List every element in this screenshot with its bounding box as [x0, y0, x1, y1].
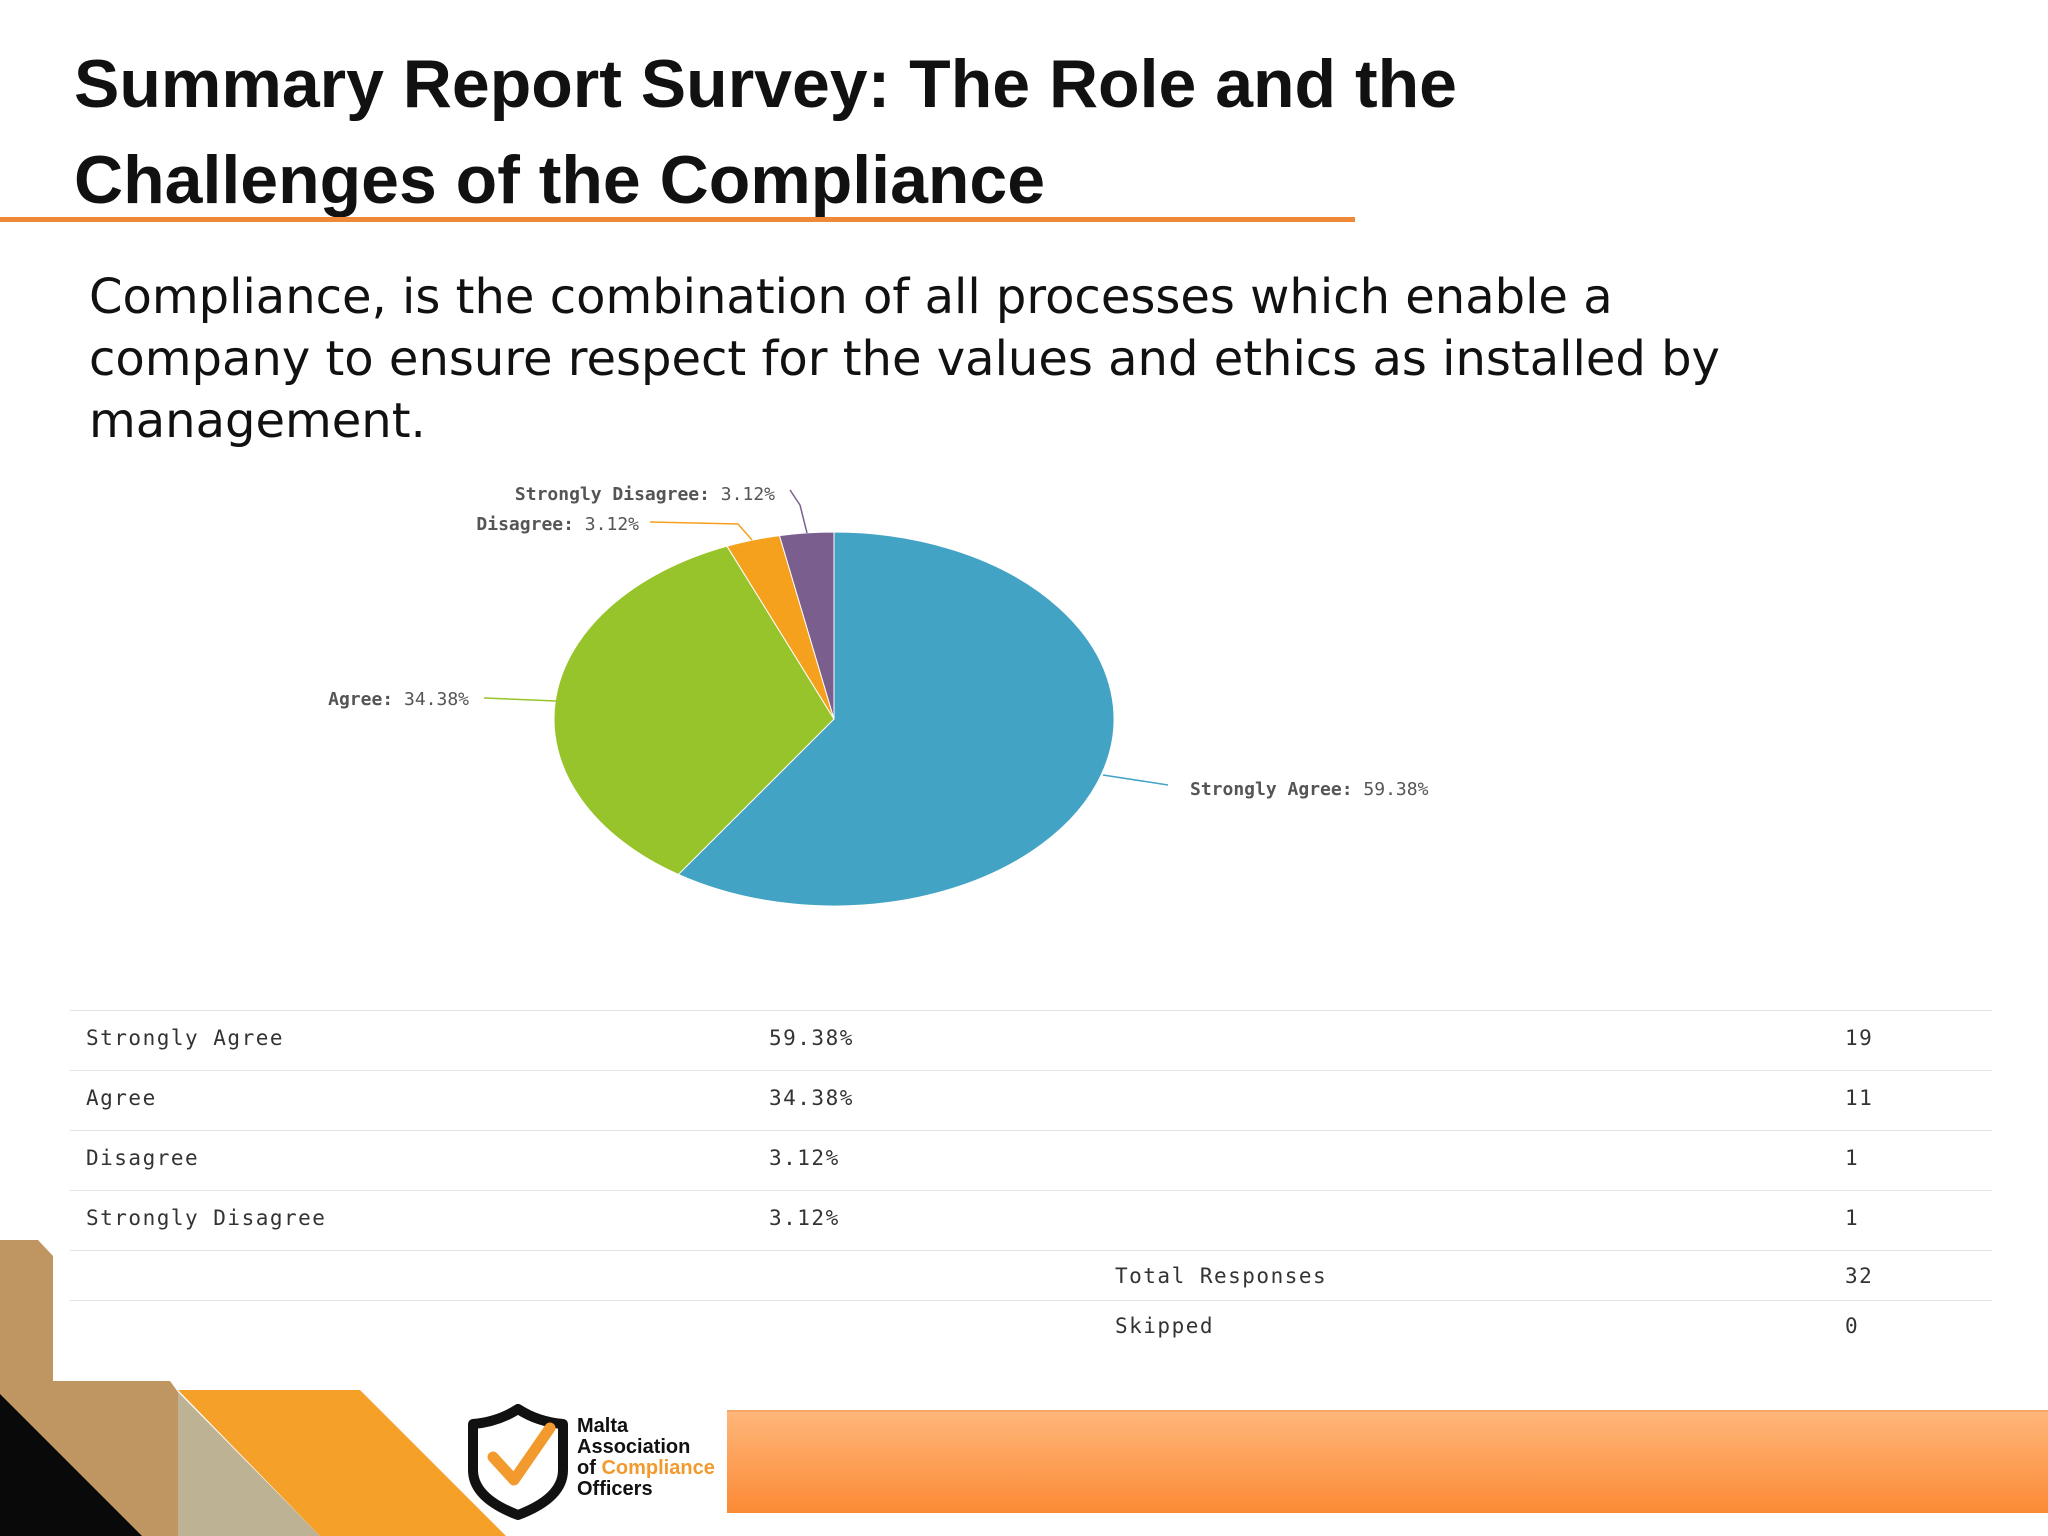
- row-count: 11: [1845, 1086, 1874, 1110]
- pie-data-label: Agree: 34.38%: [328, 689, 469, 710]
- logo-of: of: [577, 1457, 596, 1479]
- pie-slice-strongly-agree: [677, 531, 1115, 907]
- total-responses-value: 32: [1845, 1264, 1874, 1288]
- intro-line-3: management.: [89, 393, 426, 449]
- pie-data-label: Strongly Agree: 59.38%: [1190, 779, 1429, 800]
- row-percent: 34.38%: [769, 1086, 854, 1110]
- skipped-value: 0: [1845, 1314, 1860, 1338]
- logo-line-1: Malta: [577, 1415, 629, 1437]
- row-label: Disagree: [86, 1146, 200, 1170]
- pie-chart: Strongly Agree: 59.38% Agree: 34.38% Disag…: [328, 484, 1429, 907]
- row-count: 1: [1845, 1146, 1860, 1170]
- row-percent: 59.38%: [769, 1026, 854, 1050]
- logo-line-4: Officers: [577, 1478, 653, 1500]
- table-row: Disagree 3.12% 1: [70, 1130, 1992, 1190]
- row-percent: 3.12%: [769, 1146, 840, 1170]
- logo-accent-word: Compliance: [601, 1457, 715, 1479]
- pie-leader-line: [1102, 774, 1169, 786]
- pie-data-label: Strongly Disagree: 3.12%: [515, 484, 775, 505]
- table-row: Strongly Disagree 3.12% 1: [70, 1190, 1992, 1250]
- row-label: Agree: [86, 1086, 157, 1110]
- skipped-label: Skipped: [1115, 1314, 1215, 1338]
- title-line-2: Challenges of the Compliance: [74, 142, 1046, 218]
- response-table: Strongly Agree 59.38% 19 Agree 34.38% 11…: [70, 1010, 1992, 1350]
- row-percent: 3.12%: [769, 1206, 840, 1230]
- pie-leader-line: [483, 697, 557, 702]
- logo-line-2: Association: [577, 1436, 691, 1458]
- row-label: Strongly Disagree: [86, 1206, 327, 1230]
- row-count: 19: [1845, 1026, 1874, 1050]
- table-row: Strongly Agree 59.38% 19: [70, 1010, 1992, 1070]
- pie-data-label: Disagree: 3.12%: [476, 514, 639, 535]
- pie-leader-line: [649, 521, 753, 541]
- intro-paragraph: Compliance, is the combination of all pr…: [89, 266, 1969, 452]
- title-line-1: Summary Report Survey: The Role and the: [74, 46, 1457, 122]
- intro-line-2: company to ensure respect for the values…: [89, 331, 1720, 387]
- intro-line-1: Compliance, is the combination of all pr…: [89, 269, 1613, 325]
- row-label: Strongly Agree: [86, 1026, 285, 1050]
- pie-leader-line: [789, 489, 808, 534]
- footer-banner: [727, 1410, 2048, 1513]
- total-responses-label: Total Responses: [1115, 1264, 1328, 1288]
- row-count: 1: [1845, 1206, 1860, 1230]
- skipped-row: Skipped 0: [70, 1300, 1992, 1350]
- logo-line-3: of Compliance: [577, 1458, 715, 1479]
- total-row: Total Responses 32: [70, 1250, 1992, 1300]
- page-title: Summary Report Survey: The Role and the …: [74, 36, 1574, 228]
- table-row: Agree 34.38% 11: [70, 1070, 1992, 1130]
- logo-wordmark: Malta Association of Compliance Officers: [577, 1416, 715, 1500]
- title-underline: [0, 217, 1355, 222]
